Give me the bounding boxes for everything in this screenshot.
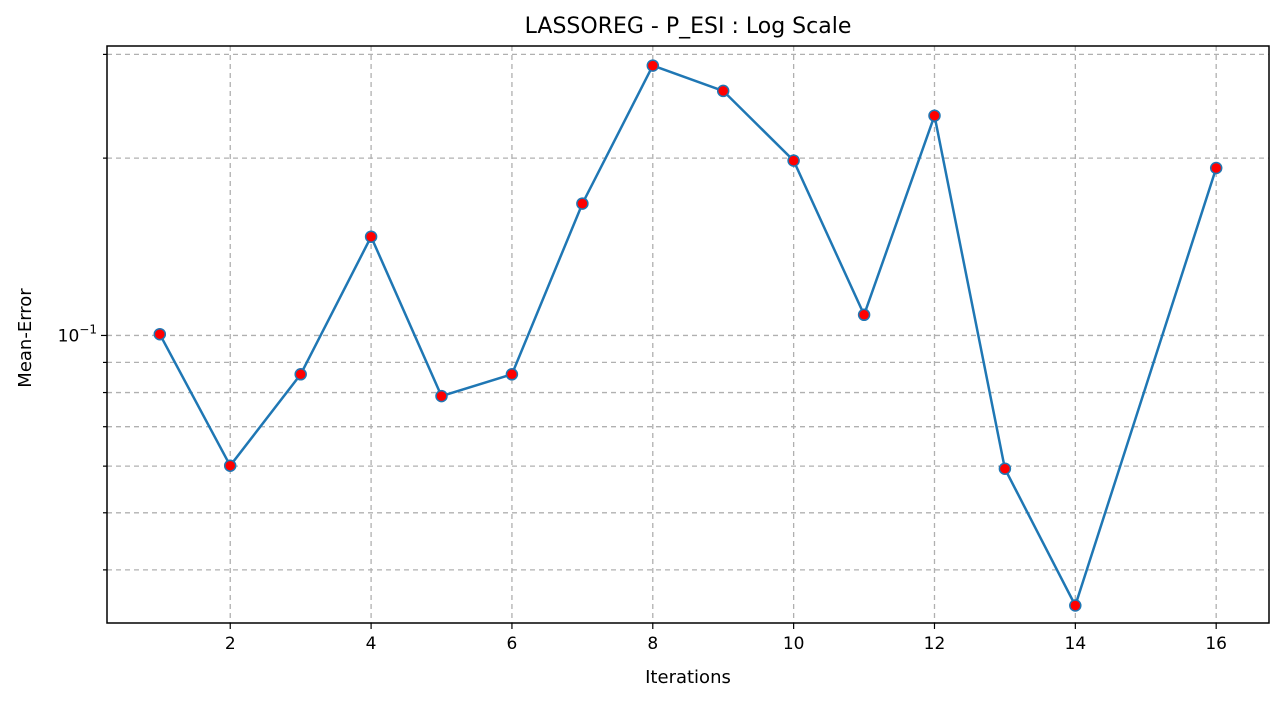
- x-tick-label: 8: [647, 634, 658, 654]
- y-axis-label: Mean-Error: [15, 288, 36, 388]
- data-point: [1069, 599, 1082, 612]
- data-point: [1209, 161, 1223, 175]
- x-tick-label: 12: [924, 634, 946, 654]
- data-point: [646, 59, 660, 72]
- x-tick-label: 14: [1065, 634, 1087, 654]
- x-tick-label: 6: [507, 634, 518, 654]
- data-point: [576, 197, 589, 210]
- x-axis-label: Iterations: [645, 667, 731, 688]
- plot-frame: [106, 45, 1270, 624]
- data-point: [787, 154, 800, 167]
- data-point: [998, 462, 1012, 475]
- data-point: [928, 109, 941, 122]
- tick-layer: 2 4 6 8 10 12 14 16 10−1: [58, 53, 1227, 654]
- x-tick-label: 2: [225, 634, 236, 654]
- data-point: [857, 308, 871, 322]
- grid-layer: [107, 46, 1269, 623]
- x-tick-label: 16: [1205, 634, 1227, 654]
- data-point: [294, 368, 307, 381]
- data-point: [435, 389, 448, 403]
- data-point: [716, 84, 730, 98]
- data-point: [223, 459, 237, 472]
- data-point: [153, 327, 167, 341]
- x-tick-label: 10: [783, 634, 805, 654]
- series-layer: [153, 59, 1223, 612]
- x-tick-label: 4: [366, 634, 377, 654]
- y-tick-label: 10−1: [58, 322, 97, 346]
- data-point: [364, 230, 378, 243]
- chart-title: LASSOREG - P_ESI : Log Scale: [525, 14, 852, 39]
- data-point: [505, 368, 519, 381]
